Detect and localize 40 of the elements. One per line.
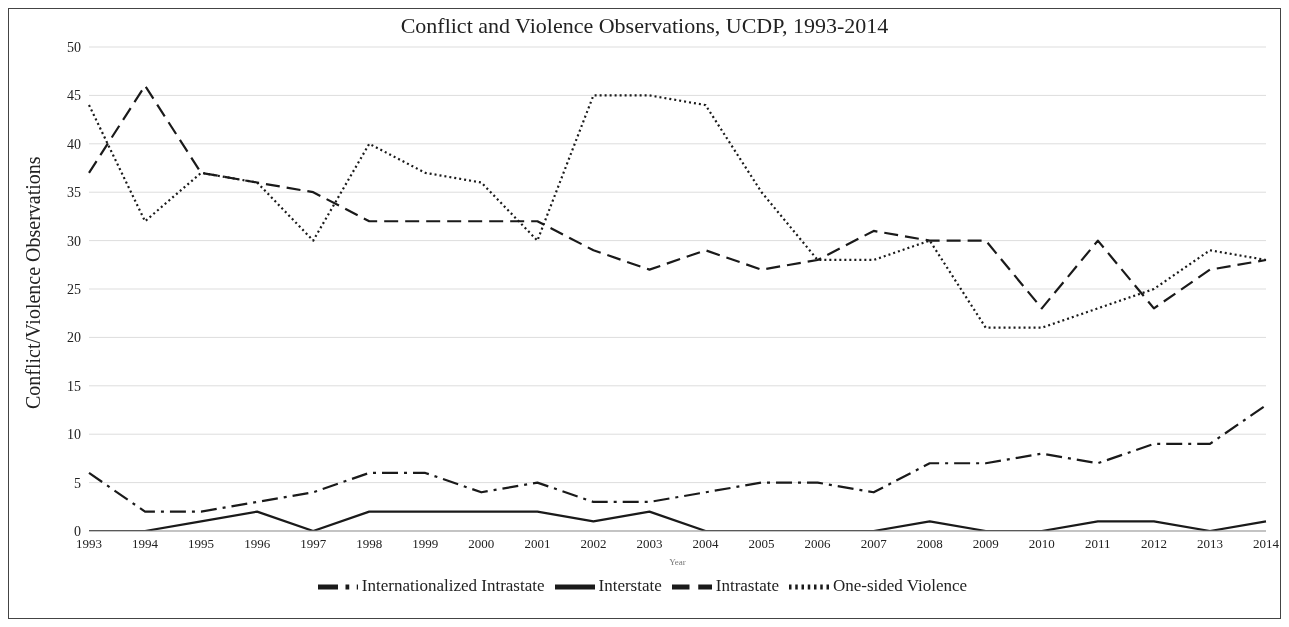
x-tick-label: 2003: [636, 536, 663, 552]
chart-title: Conflict and Violence Observations, UCDP, 1993-2014: [399, 13, 890, 39]
x-tick-label: 1999: [412, 536, 439, 552]
x-tick-label: 2005: [748, 536, 775, 552]
x-tick-label: 2006: [804, 536, 832, 552]
y-tick-label: 50: [67, 39, 81, 55]
x-tick-label: 2013: [1196, 536, 1223, 552]
x-tick-label: 1995: [188, 536, 215, 552]
x-tick-label: 2002: [580, 536, 607, 552]
x-tick-label: 2009: [972, 536, 999, 552]
x-tick-label: 1998: [356, 536, 383, 552]
x-axis-title: Year: [669, 557, 686, 567]
x-tick-label: 2007: [860, 536, 888, 552]
x-tick-label: 2000: [468, 536, 495, 552]
y-tick-label: 25: [67, 281, 81, 297]
y-tick-label: 30: [67, 233, 81, 249]
x-tick-label: 1994: [132, 536, 159, 552]
y-tick-label: 45: [67, 88, 81, 104]
x-tick-label: 2004: [692, 536, 720, 552]
x-tick-label: 2010: [1028, 536, 1055, 552]
x-tick-label: 1997: [300, 536, 327, 552]
y-tick-label: 15: [67, 378, 81, 394]
x-tick-label: 2008: [916, 536, 943, 552]
y-tick-label: 10: [67, 427, 81, 443]
y-tick-label: 5: [74, 475, 81, 491]
legend-label: Internationalized Intrastate: [361, 575, 545, 595]
legend-label: Intrastate: [715, 575, 779, 595]
legend-label: One-sided Violence: [833, 575, 968, 595]
y-tick-label: 35: [67, 185, 81, 201]
x-tick-label: 1996: [244, 536, 271, 552]
y-tick-label: 20: [67, 330, 81, 346]
x-tick-label: 1993: [76, 536, 102, 552]
legend-label: Interstate: [598, 575, 662, 595]
x-tick-label: 2011: [1085, 536, 1111, 552]
y-tick-label: 0: [74, 523, 81, 539]
y-axis-title: Conflict/Violence Observations: [22, 156, 45, 409]
x-tick-label: 2014: [1253, 536, 1280, 552]
x-tick-label: 2012: [1140, 536, 1167, 552]
x-tick-label: 2001: [524, 536, 551, 552]
y-tick-label: 40: [67, 136, 81, 152]
